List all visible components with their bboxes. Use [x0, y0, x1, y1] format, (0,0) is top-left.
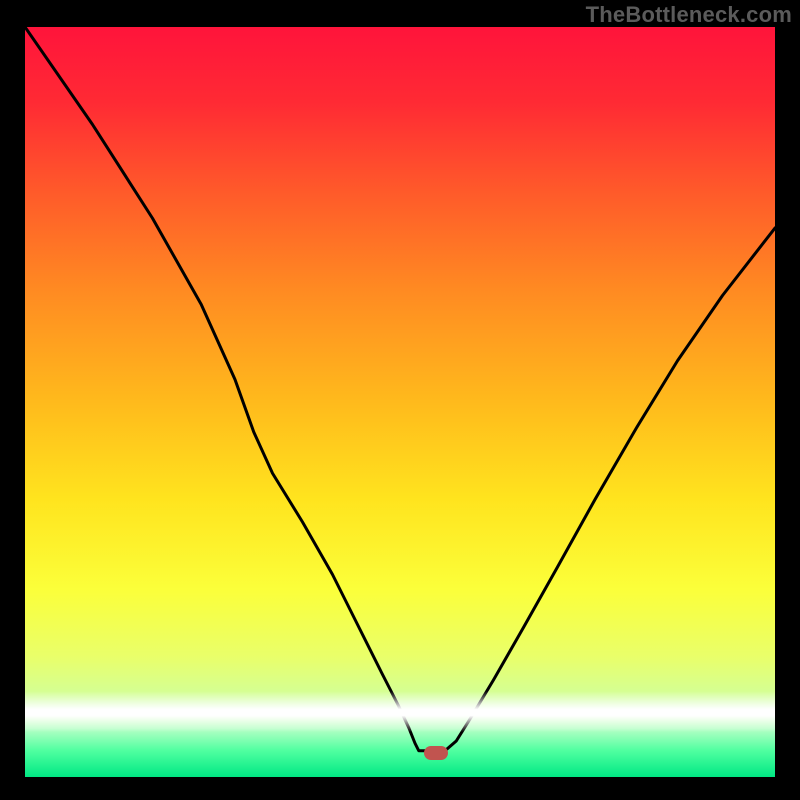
bottleneck-curve [25, 27, 775, 777]
chart-frame: TheBottleneck.com [0, 0, 800, 800]
white-band [25, 691, 775, 732]
optimum-marker [424, 746, 448, 760]
attribution-text: TheBottleneck.com [586, 2, 792, 28]
plot-area [25, 27, 775, 777]
curve-path [25, 27, 775, 751]
